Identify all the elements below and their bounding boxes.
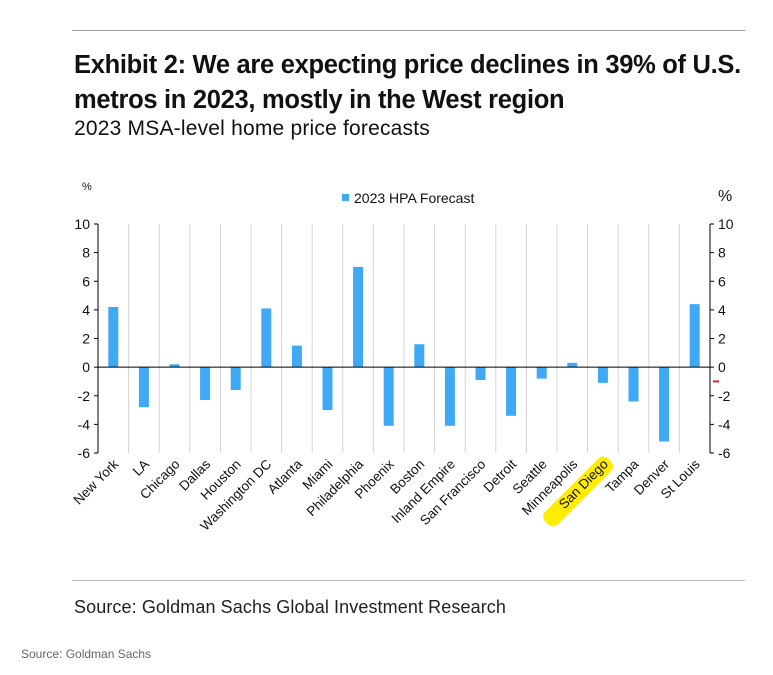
y-tick-label-left: 6 [82,273,90,289]
highlight-layer [543,456,614,527]
exhibit-subtitle: 2023 MSA-level home price forecasts [74,117,430,140]
y-tick-label-left: 2 [82,331,90,347]
axes [94,223,719,454]
y-tick-label-right: 8 [718,245,726,261]
x-tick-label: New York [70,456,121,507]
y-tick-label-right: -4 [718,416,731,432]
bar-houston [230,367,241,391]
y-tick-label-left: 8 [82,245,90,261]
bar-tampa [628,367,639,402]
bar-denver [659,367,670,442]
y-tick-label-right: 10 [718,216,734,232]
bar-detroit [506,367,517,416]
bar-st-louis [689,304,700,368]
bars [108,266,700,442]
y-tick-label-right: 4 [718,302,726,318]
y-tick-label-right: 0 [718,359,726,375]
bar-washington-dc [261,308,272,368]
x-tick-label: LA [130,457,152,479]
x-tick-label: Atlanta [265,456,306,497]
bar-boston [414,344,425,368]
y-tick-label-left: -6 [78,445,91,461]
exhibit-source: Source: Goldman Sachs Global Investment … [74,597,507,617]
legend-swatch [342,194,349,201]
bar-dallas [200,367,211,401]
gridlines [128,224,680,453]
bar-san-diego [597,367,608,383]
bar-san-francisco [475,367,486,381]
exhibit-title: Exhibit 2: We are expecting price declin… [74,51,741,114]
y-tick-label-left: 0 [82,359,90,375]
bar-minneapolis [567,362,578,368]
y-tick-label-right: -2 [718,388,731,404]
top-rule [72,30,745,31]
y-axis-unit-left: % [82,181,92,193]
page-source-caption: Source: Goldman Sachs [21,647,152,661]
y-tick-label-left: -4 [78,416,91,432]
bar-atlanta [291,345,302,368]
y-tick-label-left: 10 [74,216,90,232]
bar-new-york [108,307,119,368]
bar-phoenix [383,367,394,426]
y-tick-label-right: 6 [718,273,726,289]
bar-chicago [169,364,180,368]
legend: 2023 HPA Forecast [342,190,474,206]
bar-philadelphia [353,266,364,368]
y-tick-label-right: -6 [718,445,731,461]
legend-label: 2023 HPA Forecast [354,190,474,206]
y-tick-label-left: -2 [78,388,91,404]
bar-seattle [536,367,547,379]
bar-inland-empire [444,367,455,426]
y-tick-label-right: 2 [718,331,726,347]
y-tick-label-left: 4 [82,302,90,318]
highlight-marker [543,456,614,527]
bottom-rule [72,580,745,581]
bar-miami [322,367,333,411]
y-axis-unit-right: % [718,188,732,205]
bar-la [138,367,149,408]
